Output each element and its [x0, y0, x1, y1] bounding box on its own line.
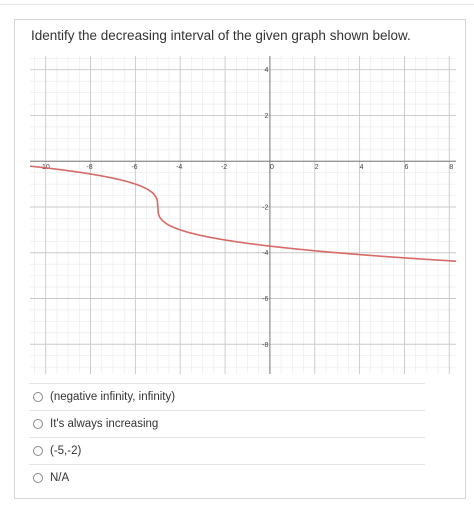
- top-divider: [0, 4, 474, 5]
- x-tick-label: -4: [176, 164, 182, 171]
- radio-button[interactable]: [33, 446, 43, 456]
- y-tick-label: -2: [262, 204, 268, 211]
- x-tick-label: 2: [315, 164, 319, 171]
- function-graph: -10 -8 -6 -4 -2 0 2 4 6 8 4 2 -2 -4 -6 -8: [30, 56, 456, 374]
- x-tick-label: 6: [404, 164, 408, 171]
- question-text: Identify the decreasing interval of the …: [31, 28, 411, 43]
- option-label: (-5,-2): [50, 445, 82, 457]
- x-tick-label: -2: [221, 164, 227, 171]
- answer-options: (negative infinity, infinity) It's alway…: [29, 383, 425, 491]
- y-tick-label: -6: [262, 296, 268, 303]
- radio-button[interactable]: [33, 473, 43, 483]
- x-tick-label: 8: [449, 164, 453, 171]
- y-tick-label: 2: [264, 113, 268, 120]
- option-negative-infinity-infinity[interactable]: (negative infinity, infinity): [29, 383, 425, 410]
- x-tick-label: 0: [270, 164, 274, 171]
- y-tick-label: 4: [264, 67, 268, 74]
- option-label: It's always increasing: [50, 418, 159, 430]
- question-card: Identify the decreasing interval of the …: [14, 19, 466, 499]
- y-tick-label: -4: [262, 250, 268, 257]
- minor-grid: [30, 56, 456, 374]
- radio-button[interactable]: [33, 392, 43, 402]
- x-tick-label: 4: [360, 164, 364, 171]
- x-tick-label: -8: [86, 164, 92, 171]
- radio-button[interactable]: [33, 419, 43, 429]
- function-curve: [30, 165, 456, 262]
- x-tick-label: -6: [131, 164, 137, 171]
- option-label: N/A: [50, 472, 70, 484]
- y-tick-label: -8: [262, 342, 268, 349]
- graph-canvas: -10 -8 -6 -4 -2 0 2 4 6 8 42-2-4-6-8: [30, 56, 456, 374]
- option-always-increasing[interactable]: It's always increasing: [29, 410, 425, 437]
- major-grid: [30, 56, 456, 374]
- option-label: (negative infinity, infinity): [50, 391, 176, 403]
- option-minus-5-minus-2[interactable]: (-5,-2): [29, 437, 425, 464]
- option-n-a[interactable]: N/A: [29, 464, 425, 491]
- y-tick-labels: 4 2 -2 -4 -6 -8: [262, 67, 268, 349]
